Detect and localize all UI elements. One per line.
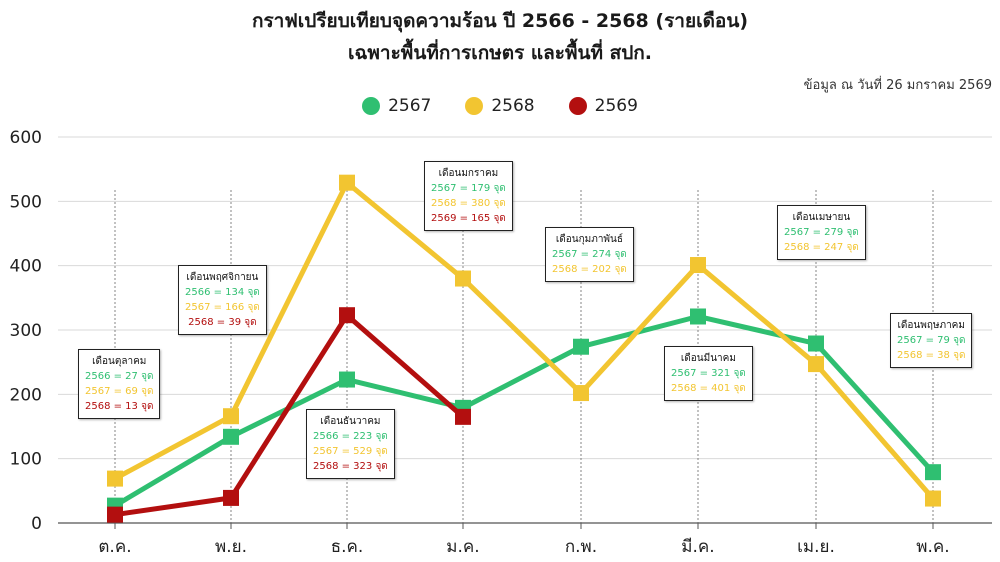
annotation-title: เดือนเมษายน [792,212,851,223]
annotation-box: เดือนธันวาคม 2566 = 223 จุด 2567 = 529 จุด… [306,409,395,479]
annotation-box: เดือนมกราคม 2567 = 179 จุด 2568 = 380 จุด 2… [424,161,513,231]
x-tick-label: พ.ย. [215,537,247,557]
chart-subtitle: เฉพาะพื้นที่การเกษตร และพื้นที่ สปก. [347,42,653,64]
legend-label-2567: 2567 [388,96,432,116]
x-tick-label: ต.ค. [98,537,131,557]
legend-swatch-2569 [568,97,587,115]
annotation-line: 2567 = 166 จุด [185,302,260,313]
series-line-2569 [114,312,465,518]
annotation-line: 2567 = 529 จุด [313,446,388,457]
annotation-line: 2566 = 223 จุด [313,431,388,442]
y-tick-label: 500 [10,192,42,212]
x-tick-label: พ.ค. [916,537,949,557]
data-point-2567 [690,308,706,325]
data-point-2567 [573,338,589,355]
data-point-2569 [223,489,239,506]
y-tick-label: 300 [10,321,42,341]
data-point-2569 [339,307,355,324]
annotation-line: 2567 = 279 จุด [784,227,859,238]
y-tick-label: 100 [10,450,42,470]
x-tick-label: เม.ย. [797,537,835,557]
data-point-2568 [925,490,941,507]
legend-item-2567: 2567 [362,96,431,116]
data-point-2568 [455,270,471,287]
legend-swatch-2567 [362,97,381,115]
chart-title: กราฟเปรียบเทียบจุดความร้อน ปี 2566 - 256… [251,10,749,32]
series-line-2568 [113,180,935,501]
data-point-2568 [107,470,123,487]
annotation-line: 2567 = 179 จุด [431,183,506,194]
annotation-box: เดือนพฤษภาคม 2567 = 79 จุด 2568 = 38 จุด [890,313,973,368]
annotation-title: เดือนตุลาคม [92,356,147,367]
annotation-title: เดือนธันวาคม [320,416,381,427]
annotation-title: เดือนพฤษภาคม [897,320,965,331]
annotation-line: 2567 = 79 จุด [897,335,966,346]
x-tick-label: ม.ค. [446,537,479,557]
annotation-line: 2567 = 274 จุด [552,249,627,260]
data-point-2567 [925,464,941,481]
x-tick-label: ธ.ค. [331,537,364,557]
legend-item-2569: 2569 [568,96,638,116]
data-point-2567 [223,428,239,445]
data-date-note: ข้อมูล ณ วันที่ 26 มกราคม 2569 [803,78,992,93]
data-point-2567 [339,371,355,388]
annotation-line: 2566 = 27 จุด [85,371,154,382]
annotation-box: เดือนตุลาคม 2566 = 27 จุด 2567 = 69 จุด 256… [78,349,161,419]
annotation-line: 2567 = 69 จุด [85,386,154,397]
annotation-line: 2568 = 401 จุด [671,383,746,394]
data-point-2569 [107,506,123,523]
annotation-line: 2569 = 165 จุด [431,213,506,224]
data-point-2568 [223,408,239,425]
annotation-title: เดือนกุมภาพันธ์ [555,234,623,245]
annotation-line: 2568 = 247 จุด [784,242,859,253]
legend-label-2568: 2568 [491,96,535,116]
y-tick-label: 200 [10,385,42,405]
y-tick-label: 0 [31,514,42,534]
series-line-2567 [113,313,935,508]
annotation-line: 2568 = 323 จุด [313,461,388,472]
chart-legend: 2567 2568 2569 [0,92,1000,120]
x-tick-label: มี.ค. [681,537,714,557]
legend-item-2568: 2568 [465,96,535,116]
legend-swatch-2568 [465,97,484,115]
annotation-box: เดือนมีนาคม 2567 = 321 จุด 2568 = 401 จุด [664,346,753,401]
data-point-2568 [573,385,589,402]
annotation-line: 2568 = 202 จุด [552,264,627,275]
annotation-line: 2567 = 321 จุด [671,368,746,379]
annotation-box: เดือนกุมภาพันธ์ 2567 = 274 จุด 2568 = 202 … [545,227,634,282]
data-point-2568 [808,356,824,373]
y-tick-label: 400 [10,257,42,277]
annotation-title: เดือนมกราคม [438,168,499,179]
annotation-box: เดือนพฤศจิกายน 2566 = 134 จุด 2567 = 166 จ… [178,265,267,335]
data-point-2569 [455,408,471,425]
annotation-line: 2568 = 13 จุด [85,401,154,412]
data-point-2568 [339,174,355,191]
y-tick-label: 600 [10,128,42,148]
annotation-title: เดือนพฤศจิกายน [186,272,259,283]
annotation-line: 2568 = 39 จุด [188,317,257,328]
annotation-box: เดือนเมษายน 2567 = 279 จุด 2568 = 247 จุด [777,205,866,260]
legend-label-2569: 2569 [594,96,638,116]
x-tick-label: ก.พ. [565,537,597,557]
annotation-line: 2568 = 380 จุด [431,198,506,209]
annotation-line: 2568 = 38 จุด [897,350,966,361]
data-point-2567 [808,335,824,352]
data-point-2568 [690,257,706,274]
annotation-title: เดือนมีนาคม [680,353,736,364]
annotation-line: 2566 = 134 จุด [185,287,260,298]
